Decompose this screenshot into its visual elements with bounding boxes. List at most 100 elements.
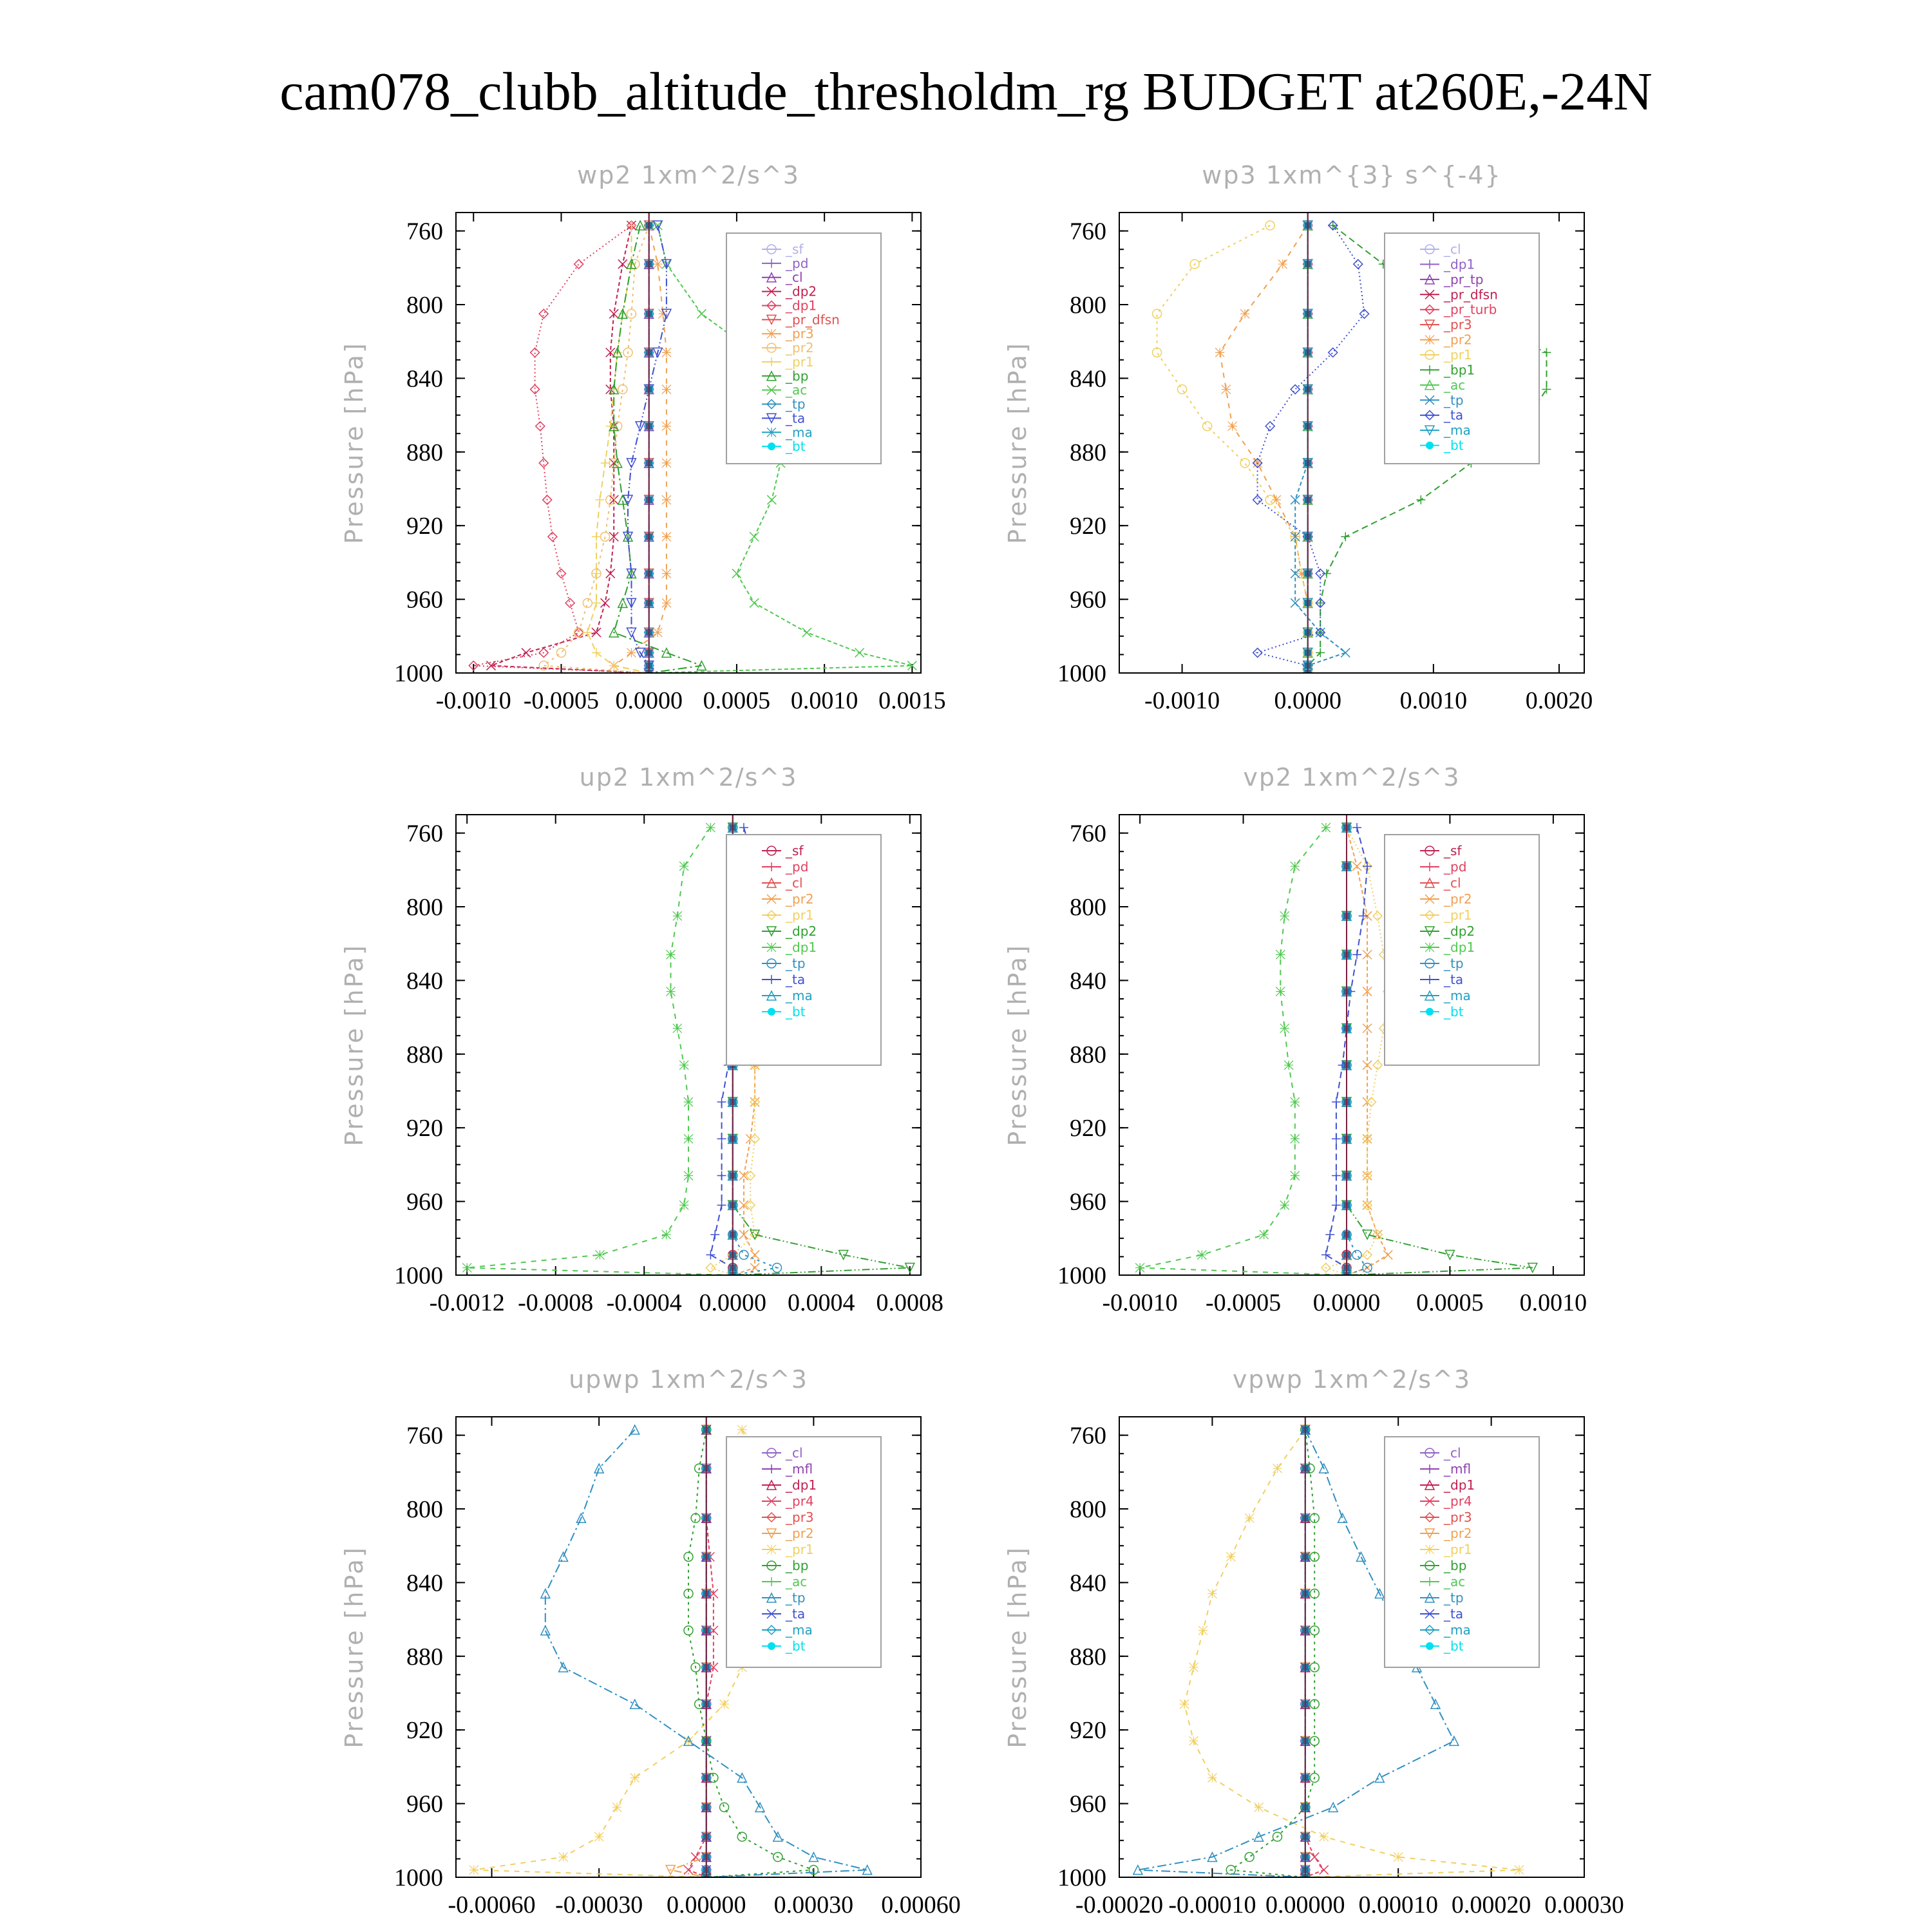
data-point [468, 660, 479, 671]
series-line-ta [1325, 827, 1368, 1275]
y-tick-label: 920 [1070, 1717, 1106, 1744]
legend-marker [1424, 990, 1435, 1001]
data-point [658, 308, 668, 319]
data-point [1151, 347, 1162, 358]
data-point [538, 660, 549, 671]
data-point [617, 597, 629, 609]
y-tick-label: 920 [406, 1717, 443, 1744]
data-point [1327, 220, 1338, 231]
y-tick-label: 960 [406, 1791, 443, 1818]
y-tick-label: 840 [406, 365, 443, 392]
legend-label: _sf [1443, 843, 1462, 858]
legend-marker [1425, 335, 1435, 345]
data-point [1252, 457, 1263, 469]
data-point [627, 648, 636, 658]
legend-marker [766, 1511, 777, 1523]
data-point [623, 347, 633, 358]
panel-2: wp3 1xm^{3} s^{-4} Pressure [hPa] 760 800 84… [1003, 161, 1593, 714]
legend-box [726, 834, 882, 1066]
data-point [626, 458, 637, 469]
legend-marker [1425, 350, 1435, 360]
data-point [710, 1230, 720, 1240]
data-point [1207, 1773, 1217, 1783]
plot-frame [455, 212, 922, 674]
panel-3: up2 1xm^2/s^3 Pressure [hPa] 760 800 840 880 9… [340, 763, 943, 1316]
x-tick-label: 0.0010 [1400, 687, 1468, 714]
data-point [1327, 347, 1338, 358]
data-point [661, 647, 672, 658]
data-point [1362, 1133, 1372, 1144]
legend-label: _tp [1443, 956, 1464, 971]
legend-label: _bt [1443, 1004, 1464, 1019]
data-point [838, 1249, 849, 1261]
data-point [608, 627, 620, 638]
data-point [749, 1229, 761, 1240]
legend-label: _pr3 [785, 326, 814, 341]
data-point [1340, 648, 1350, 658]
data-point [565, 598, 576, 609]
data-point [1341, 532, 1350, 542]
legend-label: _bt [1443, 1638, 1464, 1654]
x-tick-label: 0.00010 [1358, 1891, 1438, 1918]
data-point [486, 661, 497, 671]
data-point [469, 1865, 479, 1875]
x-tick-label: -0.0005 [1206, 1289, 1281, 1316]
data-point [634, 647, 646, 659]
data-point [1372, 1059, 1383, 1071]
data-point [629, 1424, 640, 1435]
series-line-pr1 [1323, 827, 1389, 1275]
legend-marker [1424, 410, 1435, 421]
data-point [666, 949, 676, 960]
data-point [1362, 1249, 1373, 1260]
legend-marker [767, 258, 776, 268]
data-point [705, 822, 715, 833]
data-point [626, 598, 637, 609]
data-point [573, 259, 584, 270]
legend-label: _ac [1443, 377, 1465, 393]
data-point [679, 1060, 689, 1070]
data-point [1362, 1060, 1372, 1070]
legend-marker [767, 357, 776, 366]
x-tick-label: -0.0008 [518, 1289, 593, 1316]
legend-label: _pr_turb [1443, 302, 1497, 317]
data-point [1366, 1097, 1377, 1108]
data-point [612, 457, 623, 468]
y-tick-label: 760 [406, 820, 443, 848]
legend-label: _ac [785, 1574, 807, 1589]
legend-marker [766, 846, 777, 856]
legend-label: _pr1 [1443, 1542, 1472, 1557]
data-point [739, 823, 748, 833]
data-point [1189, 259, 1200, 269]
legend-marker [766, 1528, 777, 1539]
data-point [717, 1097, 726, 1107]
data-point [772, 1262, 782, 1273]
legend-marker [767, 1577, 776, 1586]
legend-marker [767, 975, 776, 984]
legend-marker [766, 894, 777, 904]
data-point [907, 661, 917, 671]
x-tick-label: -0.0004 [607, 1289, 682, 1316]
data-point [661, 495, 672, 505]
x-tick-label: 0.00000 [1265, 1891, 1345, 1918]
legend-marker [1425, 289, 1435, 299]
data-point [1327, 1801, 1339, 1813]
data-point [558, 1852, 569, 1862]
data-point [1265, 220, 1275, 231]
y-tick-label: 800 [406, 894, 443, 921]
data-point [808, 1851, 819, 1862]
data-point [600, 458, 610, 468]
data-point [737, 1425, 747, 1435]
legend-label: _tp [785, 956, 806, 971]
data-point [1358, 911, 1368, 921]
data-point [1362, 1262, 1372, 1273]
y-tick-label: 920 [1070, 513, 1106, 540]
data-point [538, 457, 549, 469]
legend-label: _bt [785, 1638, 806, 1654]
legend: _cl_mfl_dp1_pr4_pr3_pr2_pr1_bp_ac_tp_ta_… [1384, 1436, 1540, 1668]
legend-label: _ma [1443, 422, 1471, 438]
x-tick-label: 0.0000 [699, 1289, 767, 1316]
data-point [749, 531, 759, 542]
series-group [469, 1417, 873, 1877]
legend-label: _ac [785, 383, 807, 398]
x-tick-label: 0.0008 [876, 1289, 944, 1316]
